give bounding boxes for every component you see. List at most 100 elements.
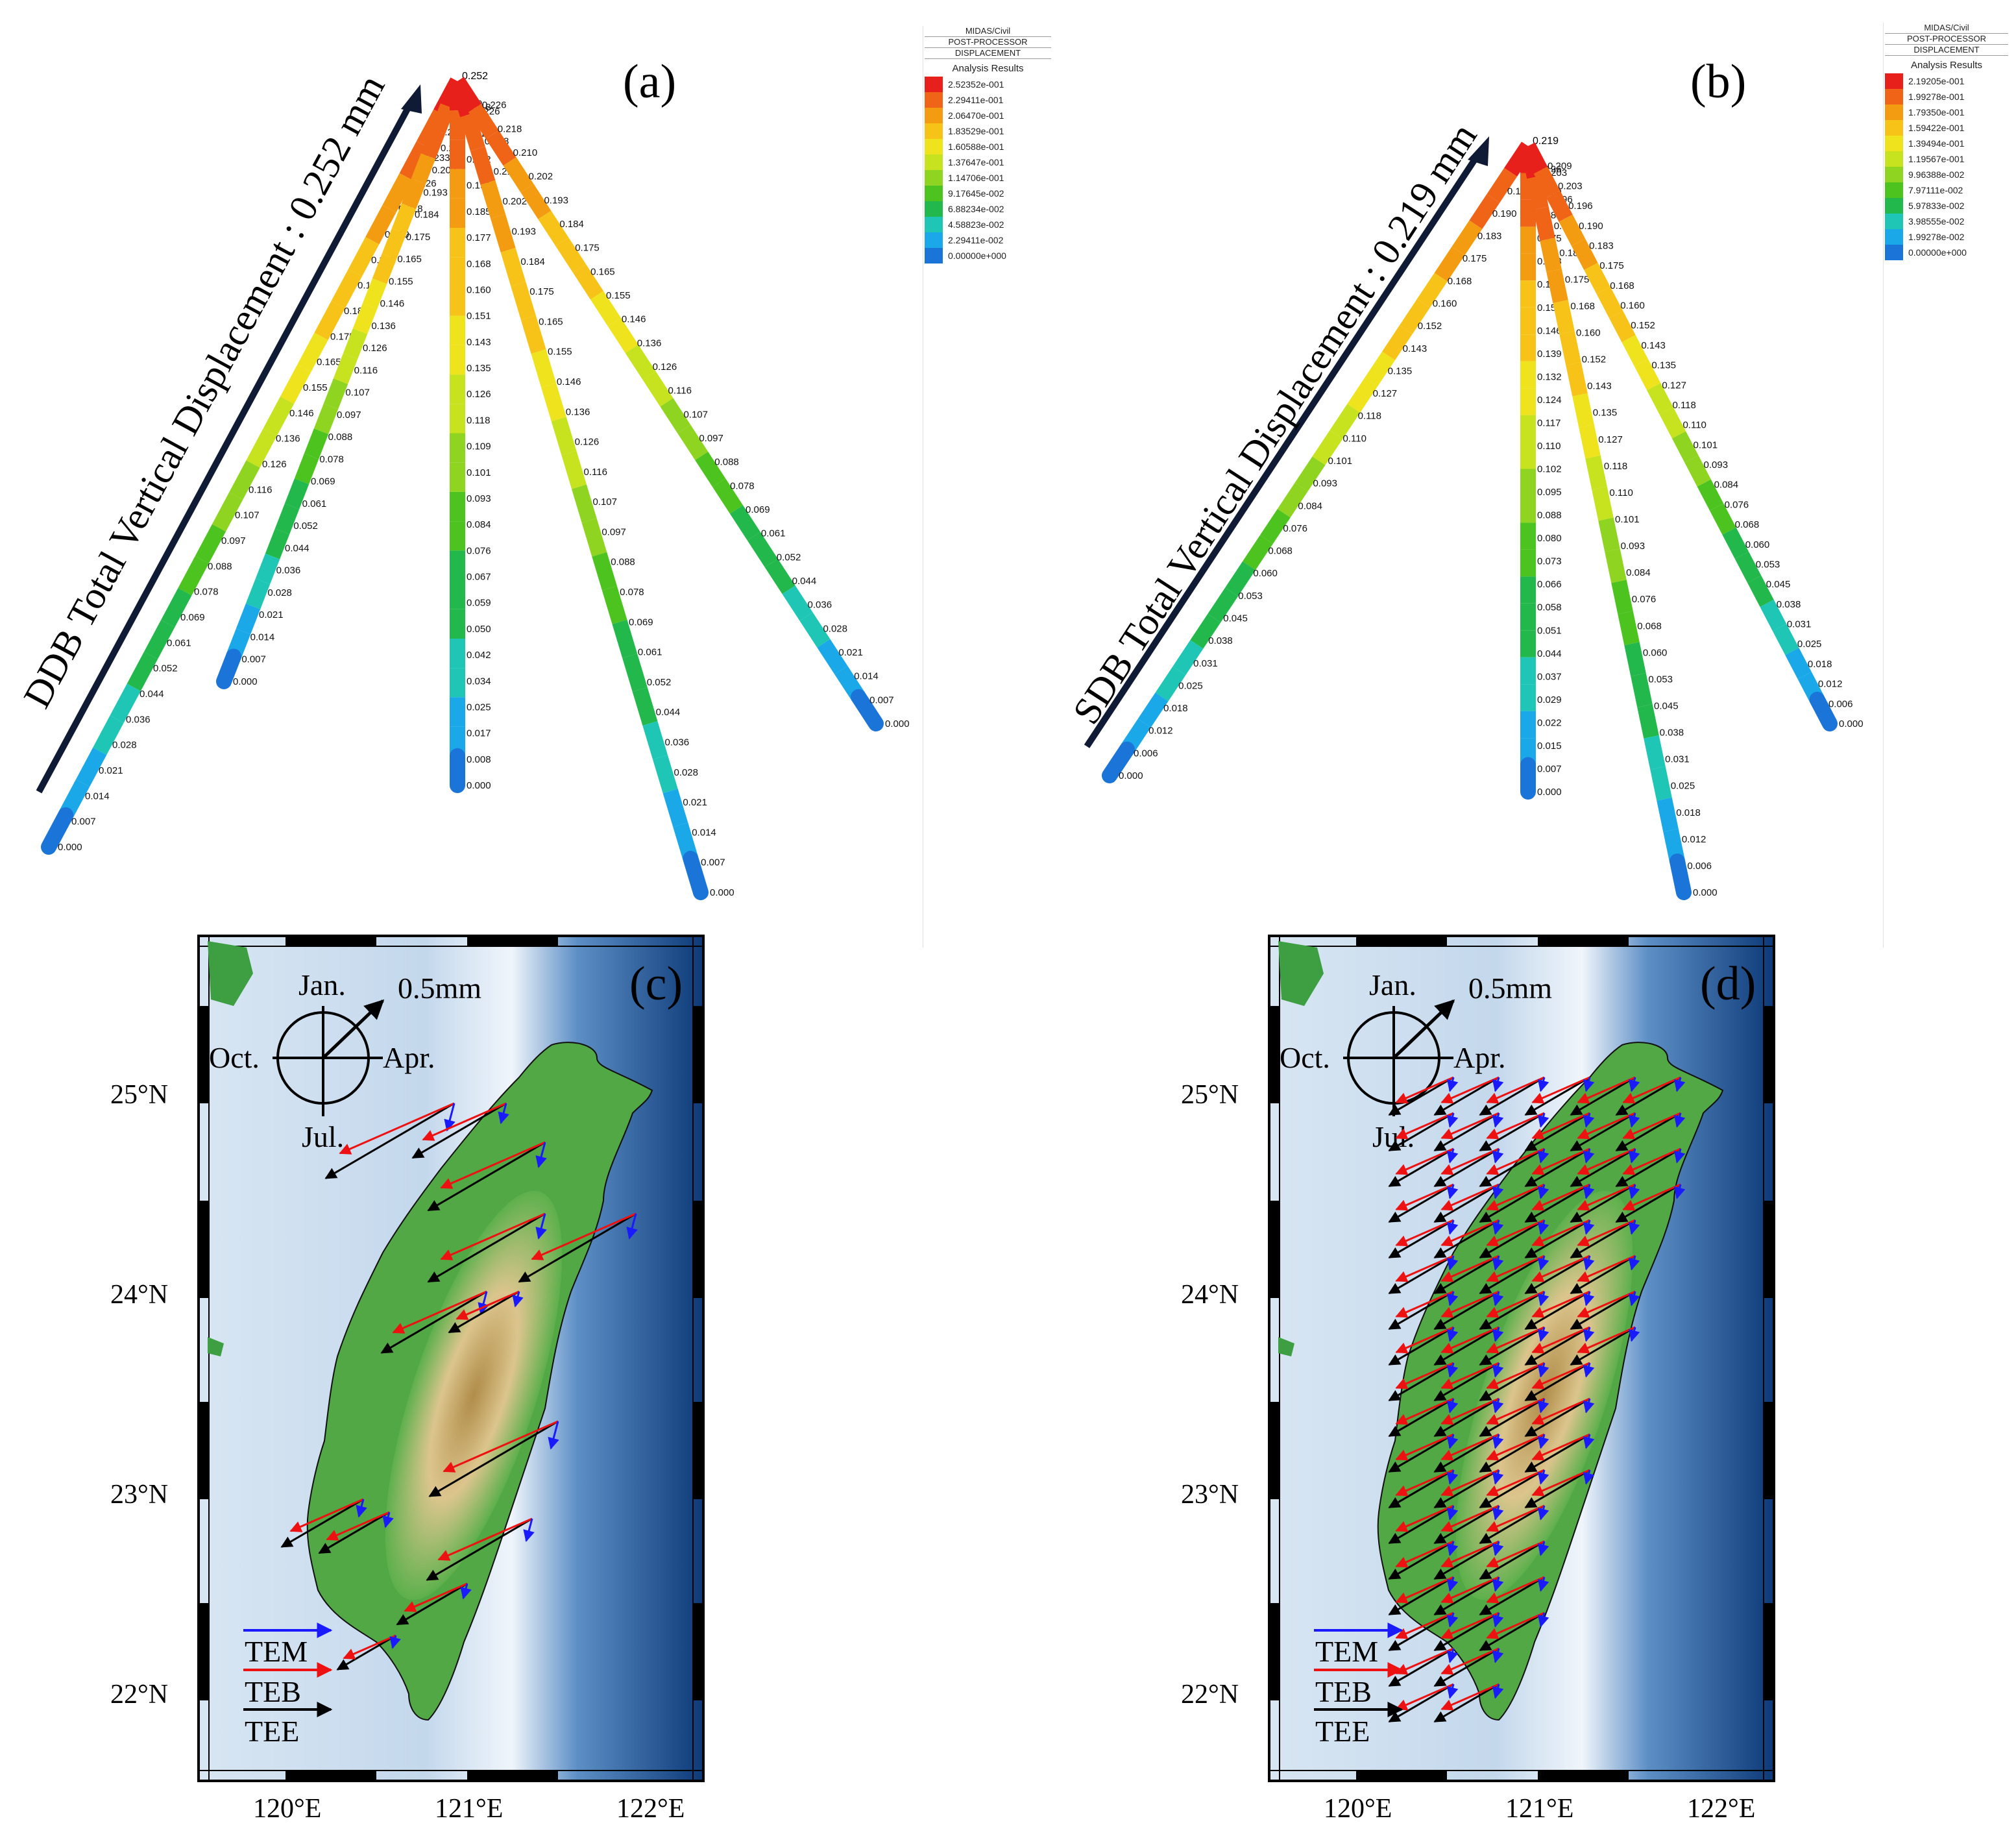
panel-d-teb-arrow (1486, 1433, 1545, 1461)
panel-a-leg-segment (531, 349, 557, 388)
panel-a-node-label: 0.052 (647, 677, 672, 688)
panel-b-leg-segment (1487, 167, 1518, 203)
panel-d-tee-arrow (1388, 1326, 1454, 1366)
panel-a-node-label: 0.021 (683, 797, 707, 808)
panel-a-node-label: 0.061 (638, 647, 662, 658)
panel-a-leg-segment (538, 210, 569, 247)
panel-d-tee-arrow (1524, 1112, 1590, 1152)
panel-b-leg-segment (1277, 482, 1308, 518)
panel-a-node-label: 0.126 (653, 361, 677, 373)
panel-a-node-label: 0.052 (153, 663, 178, 674)
panel-d-lat-25: 25°N (1181, 1080, 1239, 1110)
panel-d-teb-arrow (1395, 1219, 1454, 1247)
panel-d-tee-arrow (1615, 1147, 1681, 1188)
panel-c-tem-arrow (498, 1103, 509, 1125)
panel-d-tee-arrow (1433, 1147, 1500, 1188)
panel-d-tem-arrow (1628, 1255, 1640, 1271)
panel-b-legend-value: 1.99278e-001 (1908, 92, 1965, 102)
panel-d-tee-arrow (1479, 1397, 1545, 1438)
panel-d-tem-arrow (1446, 1362, 1459, 1378)
panel-d-teb-arrow (1531, 1362, 1590, 1390)
panel-b-leg-segment (1631, 673, 1653, 707)
panel-b-legend-row: 1.19567e-001 (1885, 151, 2008, 167)
panel-d-tem-arrow (1446, 1327, 1459, 1342)
panel-b-leg-segment (1172, 640, 1204, 675)
panel-b-leg-segment (1598, 517, 1620, 552)
panel-a-leg-segment (511, 282, 536, 321)
panel-d-tem-arrow (1492, 1469, 1504, 1485)
panel-b-node-label: 0.000 (1537, 787, 1562, 798)
panel-b-node-label: 0.053 (1756, 559, 1780, 570)
panel-a-leg-segment (411, 153, 436, 184)
panel-b-leg-segment (1592, 486, 1614, 521)
panel-b-node-label: 0.175 (1599, 260, 1624, 271)
panel-d-teb-arrow (1395, 1504, 1454, 1532)
panel-a-legs: 0.2460.2400.2330.2260.2180.2100.2020.193… (41, 77, 910, 900)
panel-a-node-label: 0.078 (319, 454, 344, 465)
panel-d-tee-arrow (1524, 1290, 1590, 1330)
panel-d-teb-arrow (1440, 1255, 1500, 1282)
panel-a-leg-segment (265, 528, 290, 559)
panel-a-leg-segment (348, 237, 380, 276)
panel-a-leg-segment (331, 269, 363, 308)
panel-b-node-label: 0.203 (1558, 180, 1583, 191)
panel-b-leg-segment (1618, 611, 1640, 646)
panel-c-map: Jan. Apr. Jul. Oct. 0.5mm (c) TEM TEB TE… (110, 935, 705, 1824)
panel-d-tee-arrow (1524, 1433, 1590, 1473)
panel-b-node-label: 0.143 (1587, 381, 1612, 392)
panel-b-leg-segment (1546, 190, 1573, 222)
panel-d-tee-arrow (1479, 1362, 1545, 1402)
panel-d-tem-arrow (1446, 1219, 1459, 1235)
panel-d-teb-arrow (1395, 1183, 1454, 1211)
panel-a-node-label: 0.155 (389, 276, 413, 287)
panel-a-legend-software: MIDAS/Civil (925, 26, 1051, 37)
panel-a-leg-segment (352, 303, 378, 334)
panel-c-tem-arrow (460, 1583, 472, 1600)
panel-a-leg-segment (503, 157, 534, 193)
panel-d-tem-arrow (1583, 1148, 1595, 1164)
panel-a-node-label: 0.076 (467, 545, 491, 556)
panel-a-leg-segment (365, 205, 396, 245)
panel-a-legend-swatch (925, 186, 943, 201)
panel-b-node-label: 0.143 (1641, 340, 1666, 351)
panel-d-teb-arrow (1622, 1183, 1681, 1211)
panel-b-node-label: 0.038 (1777, 599, 1801, 610)
panel-b-node-label: 0.015 (1537, 741, 1562, 752)
panel-b-node-label: 0.095 (1537, 487, 1562, 498)
panel-a-node-label: 0.036 (808, 600, 832, 611)
panel-d-teb-arrow (1531, 1219, 1590, 1247)
panel-a-node-label: 0.059 (467, 598, 491, 609)
panel-d-tem-arrow (1446, 1684, 1459, 1699)
panel-d-tem-arrow (1446, 1291, 1459, 1306)
panel-d-tem-arrow (1492, 1077, 1504, 1092)
panel-a-leg-segment (382, 228, 407, 260)
panel-c-teb-arrow (392, 1290, 487, 1334)
panel-b-node-label: 0.175 (1565, 274, 1590, 285)
panel-b-legend-value: 1.59422e-001 (1908, 123, 1965, 133)
panel-d-teb-arrow (1486, 1112, 1545, 1140)
panel-d-teb-arrow (1395, 1326, 1454, 1354)
panel-d-teb-arrow (1577, 1326, 1636, 1354)
panel-d-compass-west: Oct. (1280, 1041, 1330, 1074)
panel-d-tee-arrow (1524, 1255, 1590, 1295)
panel-a-node-label: 0.116 (584, 467, 607, 478)
panel-d-teb-arrow (1440, 1219, 1500, 1247)
panel-c-tem-arrow (389, 1635, 401, 1649)
panel-d-tem-arrow (1537, 1184, 1549, 1199)
panel-b-node-label: 0.093 (1704, 460, 1729, 471)
panel-a-node-label: 0.101 (467, 467, 491, 478)
panel-b-legend-swatch (1885, 73, 1903, 89)
panel-d-lat-24: 24°N (1181, 1280, 1239, 1310)
panel-d-tem-arrow (1492, 1219, 1504, 1235)
panel-b-legend-type: DISPLACEMENT (1885, 45, 2008, 56)
panel-b-leg-segment (1647, 383, 1673, 415)
panel-b-node-label: 0.152 (1631, 320, 1655, 331)
panel-a-leg-segment (195, 524, 226, 564)
panel-a-legend-swatch (925, 139, 943, 154)
panel-b-leg-segment (1540, 238, 1562, 273)
panel-a-leg-segment (642, 371, 674, 407)
panel-b-legend-row: 1.99278e-001 (1885, 89, 2008, 104)
panel-b-node-label: 0.084 (1298, 500, 1322, 511)
panel-d-tem-arrow (1537, 1362, 1549, 1378)
panel-c-tee-arrow (336, 1634, 396, 1671)
